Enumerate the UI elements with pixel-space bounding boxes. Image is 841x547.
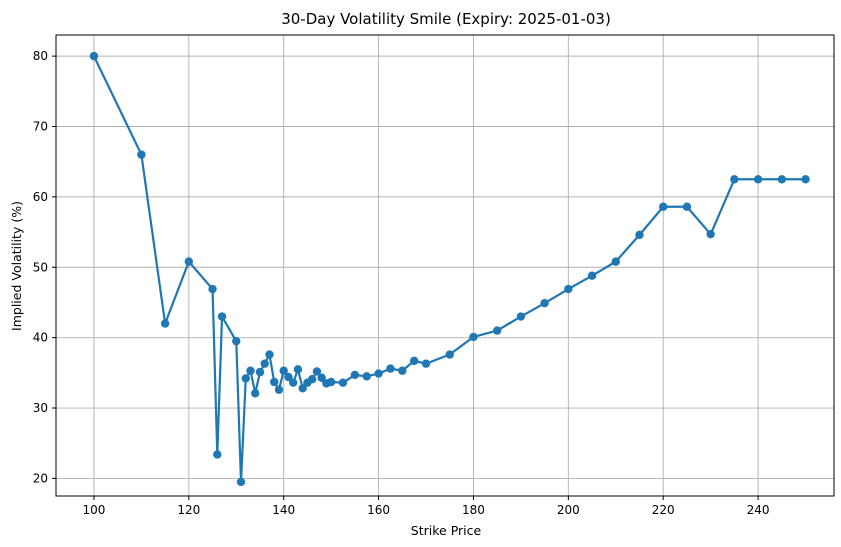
y-tick-label: 60 [33, 190, 48, 204]
data-point [236, 477, 246, 487]
data-point [492, 326, 502, 335]
x-tick-label: 120 [177, 503, 200, 517]
y-axis-label: Implied Volatility (%) [9, 201, 24, 331]
data-point [362, 372, 371, 381]
data-point [398, 366, 407, 375]
data-point [469, 332, 478, 342]
data-point [386, 364, 395, 373]
data-point [217, 312, 227, 321]
data-point [265, 350, 274, 359]
data-point [409, 356, 419, 366]
data-point [682, 202, 692, 211]
data-point [232, 336, 241, 346]
data-point [587, 271, 597, 280]
data-point [274, 385, 284, 394]
data-point [312, 367, 322, 376]
data-point [540, 298, 549, 308]
x-tick-label: 220 [652, 503, 675, 517]
data-point [307, 374, 317, 384]
data-point [137, 150, 146, 159]
data-point [706, 229, 715, 239]
data-point [611, 257, 620, 266]
y-axis: 20 30 40 50 60 70 80 [33, 49, 56, 485]
data-point [284, 372, 293, 382]
x-tick-label: 100 [82, 503, 105, 517]
x-tick-label: 200 [557, 503, 580, 517]
data-point [564, 284, 573, 294]
data-point [421, 359, 431, 368]
data-point [241, 374, 250, 383]
data-point [374, 369, 383, 378]
data-point [350, 370, 360, 380]
x-tick-label: 140 [272, 503, 295, 517]
y-tick-label: 40 [33, 331, 48, 345]
data-point [279, 366, 288, 375]
data-point [270, 377, 279, 387]
data-point [288, 378, 298, 387]
data-point [260, 359, 269, 368]
data-point [298, 384, 307, 393]
data-point [317, 373, 326, 382]
series-layer [89, 51, 810, 487]
y-tick-label: 70 [33, 119, 48, 133]
data-point [777, 175, 787, 184]
plot-frame [55, 34, 835, 497]
x-axis: 100 120 140 160 180 200 220 240 [82, 496, 770, 517]
grid-layer [56, 35, 834, 496]
data-point [445, 350, 454, 359]
y-tick-label: 50 [33, 260, 48, 274]
data-point [338, 378, 348, 387]
y-tick-label: 30 [33, 401, 48, 415]
data-point [251, 389, 260, 398]
data-point [160, 319, 170, 328]
x-axis-label: Strike Price [411, 523, 482, 538]
y-tick-label: 20 [33, 471, 48, 485]
x-tick-label: 180 [462, 503, 485, 517]
data-point [753, 175, 763, 184]
x-tick-label: 160 [367, 503, 390, 517]
data-point [516, 312, 526, 321]
data-point [208, 284, 217, 294]
data-point [326, 377, 336, 387]
data-point [801, 175, 810, 184]
series-line [92, 55, 806, 484]
data-point [659, 202, 668, 211]
x-tick-label: 240 [747, 503, 770, 517]
data-point [255, 367, 265, 377]
data-point [89, 51, 99, 61]
data-point [293, 365, 303, 374]
data-point [213, 450, 222, 459]
data-point [635, 230, 644, 240]
data-point [184, 257, 194, 266]
data-point [246, 366, 255, 375]
chart-title: 30-Day Volatility Smile (Expiry: 2025-01… [281, 10, 611, 28]
y-tick-label: 80 [33, 49, 48, 63]
data-point [730, 175, 739, 184]
